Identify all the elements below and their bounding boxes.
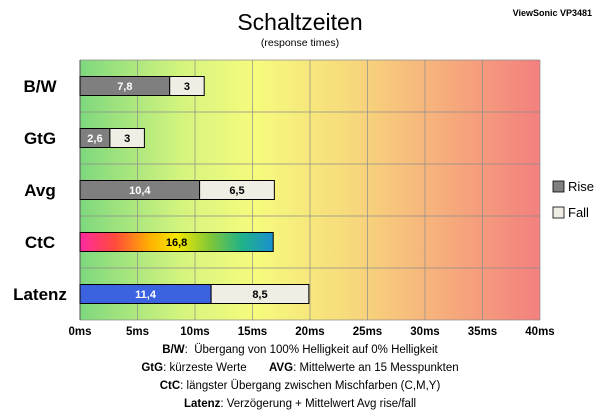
monitor-name: ViewSonic VP3481 [513, 8, 592, 18]
bar-fall [210, 284, 310, 304]
grid-lines [79, 59, 541, 321]
chart-title: Schaltzeiten [237, 9, 362, 35]
bar-fall [199, 180, 275, 200]
note-ctc: CtC: längster Übergang zwischen Mischfar… [159, 380, 441, 392]
x-tick-label: 10ms [180, 326, 209, 338]
bar-rise [79, 232, 274, 252]
legend: Rise Fall [552, 179, 594, 220]
x-tick-label: 15ms [238, 326, 267, 338]
x-tick-label: 0ms [68, 326, 91, 338]
x-tick-label: 30ms [410, 326, 439, 338]
category-label: Avg [24, 181, 56, 200]
legend-swatch-fall [552, 206, 565, 219]
chart-notes: B/W: Übergang von 100% Helligkeit auf 0%… [0, 341, 600, 413]
x-tick-label: 25ms [353, 326, 382, 338]
x-tick-label: 20ms [295, 326, 324, 338]
note-gtg-avg: GtG: kürzeste Werte AVG: Mittelwerte an … [141, 362, 459, 374]
note-key: Latenz [183, 398, 221, 410]
bar-label-rise: 10,4 [129, 185, 151, 197]
bar-label-rise: 7,8 [117, 81, 132, 93]
bar-fall [169, 76, 205, 96]
x-tick-label: 5ms [126, 326, 149, 338]
category-label: CtC [25, 233, 55, 252]
note-key: B/W [162, 344, 185, 356]
category-label: Latenz [13, 285, 67, 304]
bars: 7,8 3 2,6 3 10,4 6,5 16,8 11,4 8,5 [79, 76, 310, 304]
note-text: Mittelwerte an 15 Messpunkten [299, 362, 459, 374]
bar-label-fall: 8,5 [252, 289, 267, 301]
note-text: längster Übergang zwischen Mischfarben (… [186, 380, 441, 392]
category-label: GtG [24, 129, 56, 148]
note-key: CtC [159, 380, 181, 392]
bar-label-fall: 6,5 [229, 185, 244, 197]
legend-label-rise: Rise [568, 179, 594, 194]
note-text: kürzeste Werte [169, 362, 247, 374]
note-key: GtG [141, 362, 164, 374]
note-key: AVG [268, 362, 294, 374]
legend-label-fall: Fall [568, 205, 589, 220]
bar-label-fall: 3 [124, 133, 130, 145]
bar-label-rise: 11,4 [135, 289, 157, 301]
x-tick-labels: 0ms 5ms 10ms 15ms 20ms 25ms 30ms 35ms 40ms [68, 326, 554, 338]
bar-label-rise: 2,6 [87, 133, 102, 145]
note-text: Übergang von 100% Helligkeit auf 0% Hell… [194, 344, 438, 356]
bar-fall [109, 128, 145, 148]
category-labels: B/W GtG Avg CtC Latenz [13, 77, 67, 304]
legend-swatch-rise [552, 180, 565, 193]
x-tick-label: 40ms [525, 326, 554, 338]
note-latenz: Latenz: Verzögerung + Mittelwert Avg ris… [183, 398, 417, 410]
chart-subtitle: (response times) [261, 37, 339, 49]
bar-label-rise: 16,8 [166, 237, 187, 249]
note-bw: B/W: Übergang von 100% Helligkeit auf 0%… [162, 344, 438, 356]
x-tick-label: 35ms [468, 326, 497, 338]
category-label: B/W [23, 77, 57, 96]
note-text: Verzögerung + Mittelwert Avg rise/fall [226, 398, 417, 410]
bar-label-fall: 3 [184, 81, 190, 93]
